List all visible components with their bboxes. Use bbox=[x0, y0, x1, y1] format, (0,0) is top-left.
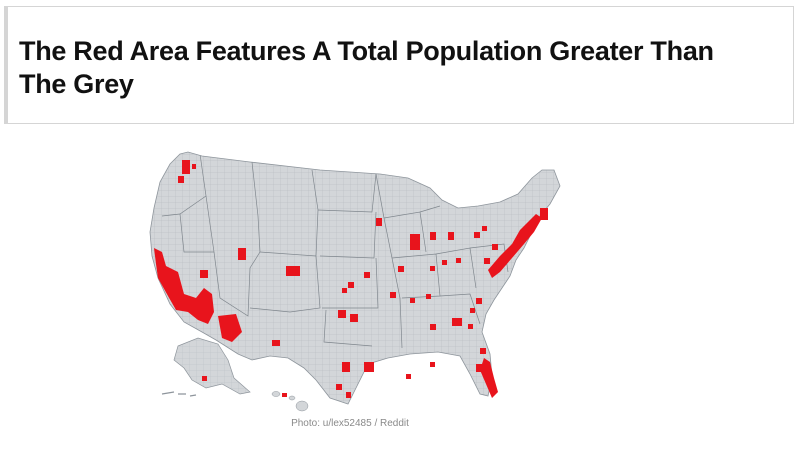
headline-title: The Red Area Features A Total Population… bbox=[19, 36, 714, 99]
red-counties bbox=[154, 160, 548, 398]
headline-box: The Red Area Features A Total Population… bbox=[4, 6, 794, 124]
us-population-map bbox=[140, 148, 570, 416]
map-svg bbox=[149, 151, 561, 412]
photo-credit: Photo: u/lex52485 / Reddit bbox=[291, 418, 409, 429]
state-borders bbox=[161, 153, 509, 349]
hawaii bbox=[271, 391, 309, 412]
headline-accent-bar bbox=[5, 7, 8, 123]
